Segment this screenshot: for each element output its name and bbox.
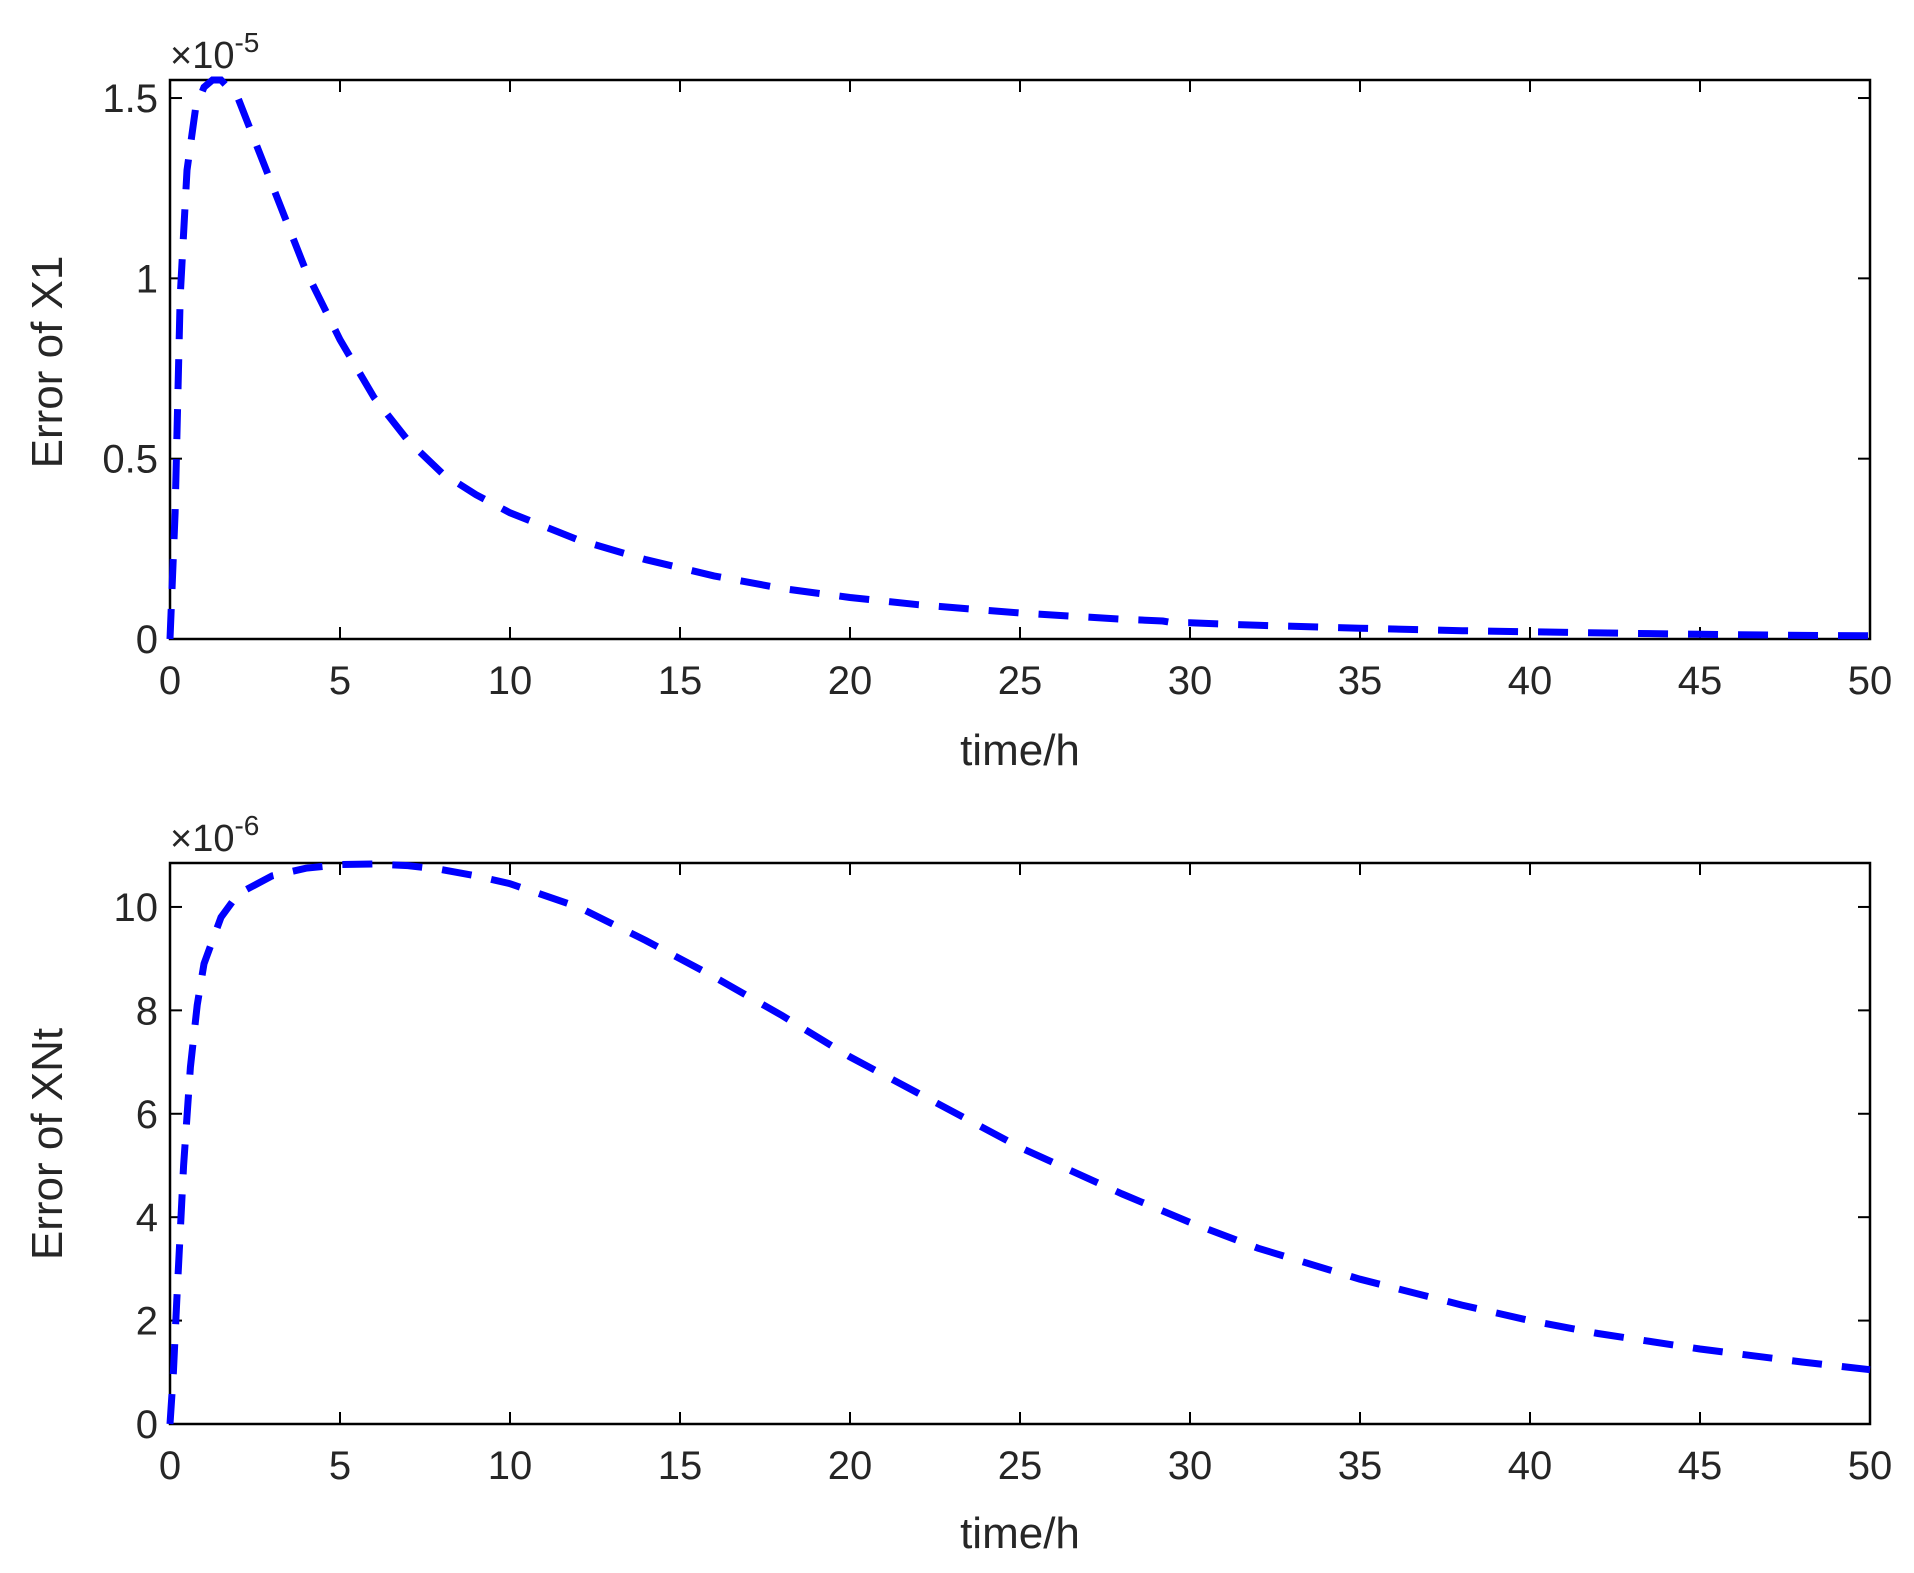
x-tick-label: 50 <box>1848 659 1893 703</box>
multiplier-exponent: -6 <box>234 810 259 841</box>
x-tick-label: 40 <box>1508 659 1553 703</box>
y-axis-multiplier: ×10-5 <box>170 27 259 77</box>
multiplier-exponent: -5 <box>234 27 259 58</box>
y-axis-label: Error of XNt <box>23 1028 72 1260</box>
y-tick-label: 1.5 <box>102 77 158 121</box>
x-tick-label: 0 <box>159 1444 181 1488</box>
series-line-xnt-error <box>166 860 1871 1425</box>
multiplier-base: ×10 <box>170 35 234 77</box>
x-tick-label: 30 <box>1168 1444 1213 1488</box>
y-tick-label: 6 <box>136 1093 158 1137</box>
x-tick-label: 35 <box>1338 1444 1383 1488</box>
axes-box <box>168 861 1872 1426</box>
x-tick-label: 30 <box>1168 659 1213 703</box>
y-tick-labels: 0 2 4 6 8 10 <box>114 886 159 1447</box>
x-tick-label: 25 <box>998 659 1043 703</box>
x-tick-label: 35 <box>1338 659 1383 703</box>
y-tick-label: 8 <box>136 989 158 1033</box>
x-tick-label: 0 <box>159 659 181 703</box>
subplot-x1-error: 0 5 10 15 20 25 30 35 40 45 50 0 0.5 1 1.5 time/h Err… <box>23 27 1892 775</box>
x-tick-label: 5 <box>329 1444 351 1488</box>
x-tick-label: 40 <box>1508 1444 1553 1488</box>
x-tick-label: 45 <box>1678 1444 1723 1488</box>
y-tick-label: 0 <box>136 618 158 662</box>
y-axis-multiplier: ×10-6 <box>170 810 259 860</box>
y-axis-label: Error of X1 <box>23 256 72 469</box>
x-axis-label: time/h <box>960 1509 1080 1558</box>
y-tick-labels: 0 0.5 1 1.5 <box>102 77 158 662</box>
x-tick-labels: 0 5 10 15 20 25 30 35 40 45 50 <box>159 1444 1892 1488</box>
axes-box <box>168 78 1872 641</box>
x-tick-label: 25 <box>998 1444 1043 1488</box>
x-tick-label: 50 <box>1848 1444 1893 1488</box>
x-tick-label: 15 <box>658 1444 703 1488</box>
y-tick-label: 2 <box>136 1300 158 1344</box>
tick-marks <box>169 80 1871 640</box>
x-tick-label: 5 <box>329 659 351 703</box>
x-tick-label: 10 <box>488 1444 533 1488</box>
x-tick-label: 15 <box>658 659 703 703</box>
x-tick-label: 45 <box>1678 659 1723 703</box>
x-tick-labels: 0 5 10 15 20 25 30 35 40 45 50 <box>159 659 1892 703</box>
subplot-xnt-error: 0 5 10 15 20 25 30 35 40 45 50 0 2 4 6 8 10 time/h Erro… <box>23 810 1892 1558</box>
y-tick-label: 4 <box>136 1196 158 1240</box>
series-line-x1-error <box>166 76 1871 640</box>
multiplier-base: ×10 <box>170 818 234 860</box>
y-tick-label: 0 <box>136 1403 158 1447</box>
x-tick-label: 20 <box>828 1444 873 1488</box>
y-tick-label: 0.5 <box>102 438 158 482</box>
x-tick-label: 10 <box>488 659 533 703</box>
x-tick-label: 20 <box>828 659 873 703</box>
y-tick-label: 1 <box>136 257 158 301</box>
y-tick-label: 10 <box>114 886 159 930</box>
x-axis-label: time/h <box>960 726 1080 775</box>
